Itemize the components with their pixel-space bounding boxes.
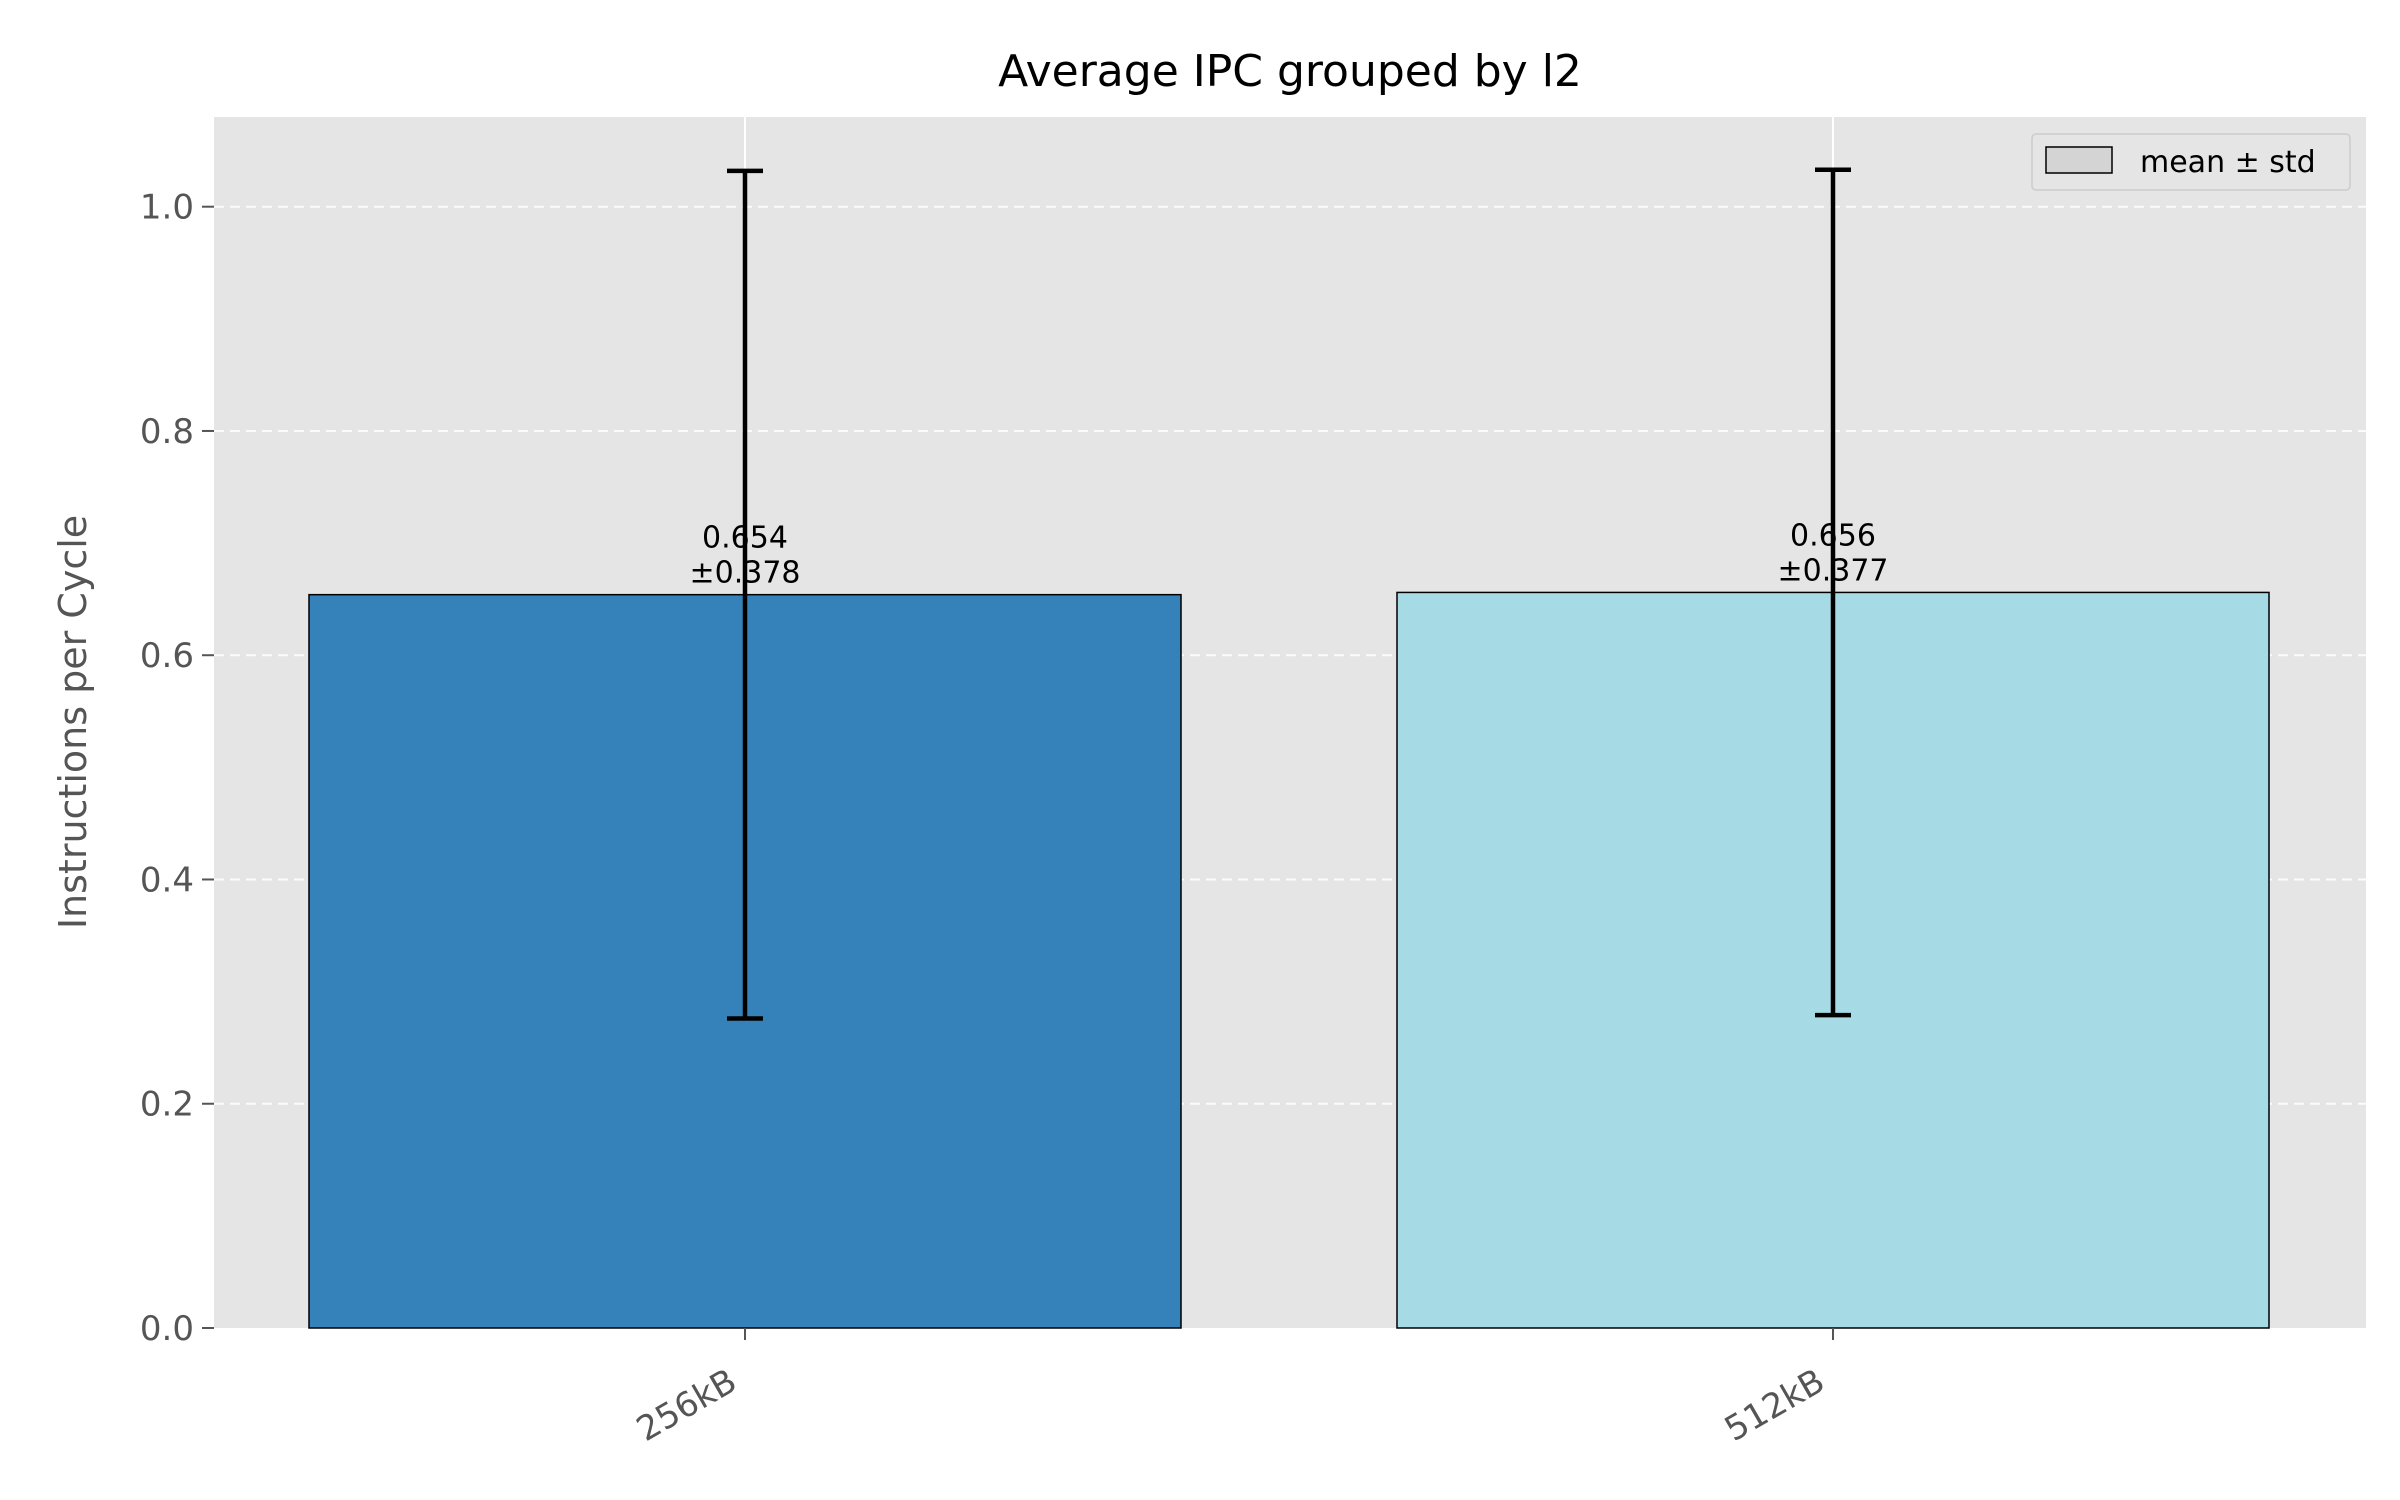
bar-error-label: ±0.378 <box>689 556 800 591</box>
y-tick-label: 0.2 <box>140 1085 194 1125</box>
y-tick-label: 0.6 <box>140 636 194 676</box>
chart-title: Average IPC grouped by l2 <box>998 46 1582 97</box>
y-tick-label: 0.0 <box>140 1309 194 1349</box>
bar-error-label: ±0.377 <box>1777 553 1888 588</box>
y-tick-label: 1.0 <box>140 188 194 228</box>
legend-swatch <box>2045 146 2113 174</box>
bar-value-label: 0.656 <box>1790 518 1876 553</box>
legend: mean ± std <box>2031 133 2351 191</box>
bar-value-label: 0.654 <box>702 521 788 556</box>
y-axis-label: Instructions per Cycle <box>51 515 95 929</box>
y-tick-label: 0.8 <box>140 412 194 452</box>
legend-label: mean ± std <box>2140 145 2316 180</box>
plot-area: 0.0 0.2 0.4 0.6 0.8 1.0 0.654±0.378 0.656±0.377… <box>140 117 2366 1450</box>
y-tick-label: 0.4 <box>140 860 194 900</box>
